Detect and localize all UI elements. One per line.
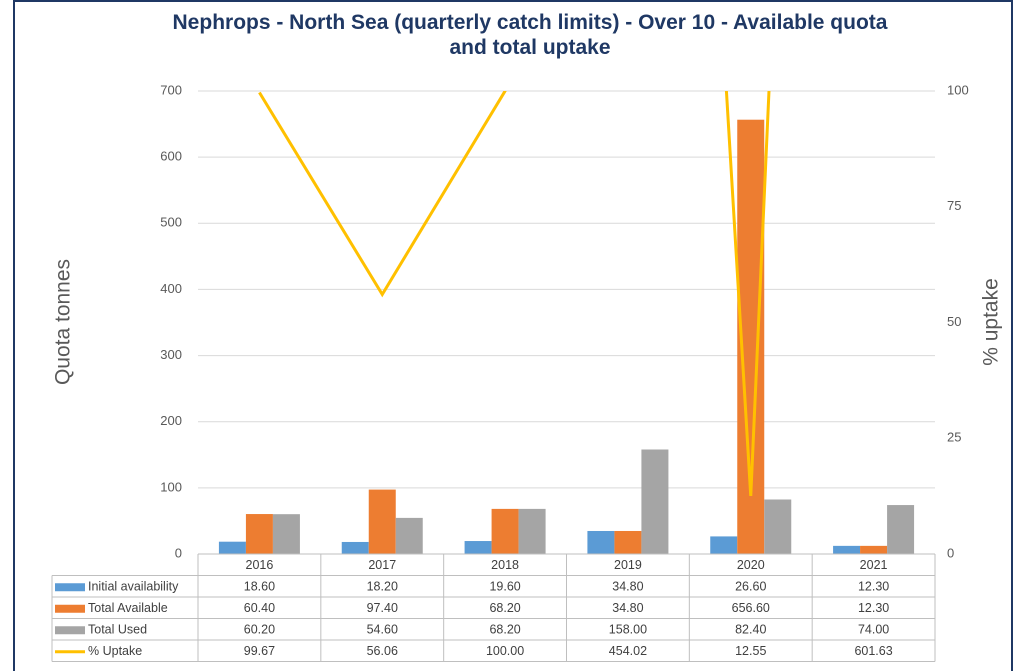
table-value: 18.20 [367, 580, 398, 594]
legend-key [55, 604, 85, 613]
x-tick-label: 2017 [368, 558, 396, 572]
bar [860, 545, 888, 554]
chart-title: Nephrops - North Sea (quarterly catch li… [172, 11, 888, 59]
bar [245, 514, 273, 554]
table-value: 12.30 [858, 580, 889, 594]
table-value: 19.60 [489, 580, 520, 594]
table-value: 12.55 [735, 644, 766, 658]
table-value: 26.60 [735, 580, 766, 594]
bar [272, 514, 300, 554]
y-tick-label: 0 [175, 545, 182, 560]
table-value: 34.80 [612, 580, 643, 594]
y-tick-label: 300 [160, 347, 182, 362]
legend-key [55, 583, 85, 592]
y2-axis-title: % uptake [980, 278, 1003, 366]
bar [641, 449, 669, 554]
bar [887, 505, 915, 554]
table-value: 82.40 [735, 623, 766, 637]
y-tick-label: 700 [160, 82, 182, 97]
x-tick-label: 2018 [491, 558, 519, 572]
bar [218, 541, 246, 554]
bar [341, 541, 369, 554]
bar [491, 508, 519, 554]
x-tick-label: 2021 [860, 558, 888, 572]
table-value: 56.06 [367, 644, 398, 658]
table-value: 68.20 [489, 601, 520, 615]
y2-tick-label: 0 [947, 545, 954, 560]
y-tick-label: 500 [160, 215, 182, 230]
y2-tick-label: 25 [947, 430, 961, 445]
chart-frame [13, 0, 1013, 671]
y2-tick-label: 100 [947, 82, 969, 97]
x-tick-label: 2020 [737, 558, 765, 572]
bar [764, 499, 792, 554]
y-axis-title: Quota tonnes [52, 259, 75, 385]
table-value: 99.67 [244, 644, 275, 658]
table-value: 34.80 [612, 601, 643, 615]
legend-label: Initial availability [88, 580, 179, 594]
bar [710, 536, 738, 554]
bar [368, 489, 396, 554]
bar [464, 541, 492, 554]
table-value: 60.20 [244, 623, 275, 637]
table-value: 54.60 [367, 623, 398, 637]
table-value: 18.60 [244, 580, 275, 594]
y-tick-label: 200 [160, 413, 182, 428]
table-value: 74.00 [858, 623, 889, 637]
table-value: 454.02 [609, 644, 647, 658]
legend-key [55, 626, 85, 635]
table-value: 12.30 [858, 601, 889, 615]
bar [587, 530, 615, 554]
y-tick-label: 600 [160, 149, 182, 164]
x-tick-label: 2016 [246, 558, 274, 572]
legend-label: % Uptake [88, 644, 142, 658]
table-value: 68.20 [489, 623, 520, 637]
uptake-line [258, 91, 771, 496]
y2-tick-label: 75 [947, 198, 961, 213]
x-tick-label: 2019 [614, 558, 642, 572]
table-value: 656.60 [732, 601, 770, 615]
table-value: 601.63 [854, 644, 892, 658]
y-tick-label: 400 [160, 281, 182, 296]
table-value: 100.00 [486, 644, 524, 658]
bar [518, 508, 546, 554]
table-value: 60.40 [244, 601, 275, 615]
table-value: 158.00 [609, 623, 647, 637]
bar [614, 530, 642, 554]
y-tick-label: 100 [160, 479, 182, 494]
bar [395, 517, 423, 554]
y2-tick-label: 50 [947, 314, 961, 329]
legend-label: Total Available [88, 601, 168, 615]
table-value: 97.40 [367, 601, 398, 615]
bar [833, 545, 861, 554]
legend-label: Total Used [88, 623, 147, 637]
